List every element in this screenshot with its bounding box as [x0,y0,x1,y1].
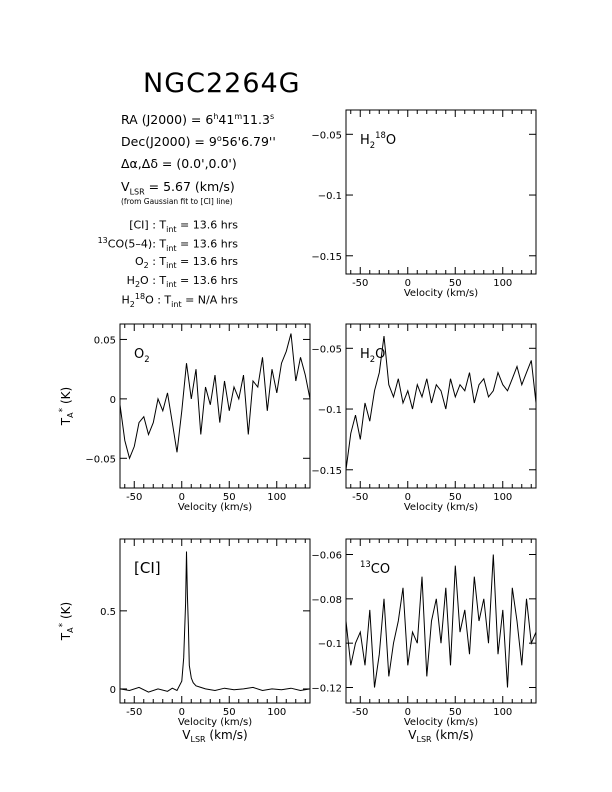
species-label: 13CO [360,559,390,577]
x-tick-label: 0 [405,278,411,289]
plot-frame [119,323,311,489]
x-tick-label: 0 [179,707,185,718]
integration-line: H2O : Tint = 13.6 hrs [126,274,238,290]
offset-line: Δα,Δδ = (0.0',0.0') [121,156,237,171]
y-tick-label: −0.1 [318,405,342,416]
x-tick-label: -50 [352,492,368,503]
spectrum-line [119,551,311,693]
x-axis-label-vlsr: VLSR (km/s) [182,728,247,744]
x-axis-label: Velocity (km/s) [404,717,478,728]
chart-panel: -50 0 50 100 −0.05 −0.1 −0.15 Velocity (km/s) H2… [311,323,537,513]
y-tick-label: 0.05 [94,335,116,346]
spectrum-line [345,336,537,470]
y-axis-label: TA* (K) [58,602,75,641]
species-label: O2 [134,347,150,364]
x-axis-label-vlsr: VLSR (km/s) [408,728,473,744]
ra-line: RA (J2000) = 6h41m11.3s [121,112,275,128]
y-tick-label: −0.15 [311,252,342,263]
x-tick-label: 0 [405,492,411,503]
chart-panel: -50 0 50 100 −0.06 −0.08 −0.1 −0.12 Velocity (km… [311,538,537,744]
x-tick-label: -50 [352,278,368,289]
chart-panel: -50 0 50 100 −0.05 −0.1 −0.15 Velocity (km/s) H2… [311,109,537,299]
y-tick-label: −0.05 [311,130,342,141]
x-tick-label: 0 [179,492,185,503]
spectrum-line [345,554,537,688]
plot-frame [345,323,537,489]
x-tick-label: -50 [126,707,142,718]
x-tick-label: 100 [493,707,512,718]
y-tick-label: −0.05 [311,344,342,355]
integration-line: H218O : Tint = N/A hrs [121,292,238,309]
species-label: H2O [360,347,385,364]
x-tick-label: 100 [267,707,286,718]
y-axis-label: TA* (K) [58,387,75,426]
x-tick-label: 50 [449,278,462,289]
x-tick-label: 100 [493,492,512,503]
x-tick-label: 100 [267,492,286,503]
y-tick-label: 0.5 [100,607,116,618]
spectrum-line [119,333,311,460]
y-tick-label: −0.12 [311,683,342,694]
x-tick-label: -50 [352,707,368,718]
x-axis-label: Velocity (km/s) [178,502,252,513]
y-tick-label: −0.1 [318,191,342,202]
x-axis-label: Velocity (km/s) [404,502,478,513]
integration-line: 13CO(5–4): Tint = 13.6 hrs [97,236,238,253]
y-tick-label: −0.08 [311,595,342,606]
y-tick-label: 0 [110,395,116,406]
species-label: H218O [360,130,396,150]
chart-panel: -50 0 50 100 0.05 0 −0.05 Velocity (km/s) TA* (K… [58,323,311,513]
x-tick-label: -50 [126,492,142,503]
source-title: NGC2264G [143,68,301,99]
x-tick-label: 100 [493,278,512,289]
x-tick-label: 0 [405,707,411,718]
integration-line: O2 : Tint = 13.6 hrs [134,255,238,271]
plot-frame [119,538,311,704]
vlsr-note: (from Gaussian fit to [CI] line) [121,197,233,206]
y-tick-label: −0.1 [318,639,342,650]
plot-frame [345,109,537,275]
species-label: [CI] [134,559,161,577]
x-tick-label: 50 [449,707,462,718]
x-tick-label: 50 [449,492,462,503]
integration-line: [CI] : Tint = 13.6 hrs [129,218,238,234]
y-tick-label: 0 [110,685,116,696]
x-tick-label: 50 [223,707,236,718]
y-tick-label: −0.06 [311,551,342,562]
x-axis-label: Velocity (km/s) [178,717,252,728]
panel-layer: -50 0 50 100 −0.05 −0.1 −0.15 Velocity (km/s) H2… [58,109,537,744]
x-tick-label: 50 [223,492,236,503]
dec-line: Dec(J2000) = 9o56'6.79'' [121,134,276,150]
y-tick-label: −0.05 [85,454,116,465]
x-axis-label: Velocity (km/s) [404,288,478,299]
vlsr-line: VLSR = 5.67 (km/s) [121,179,235,197]
y-tick-label: −0.15 [311,466,342,477]
